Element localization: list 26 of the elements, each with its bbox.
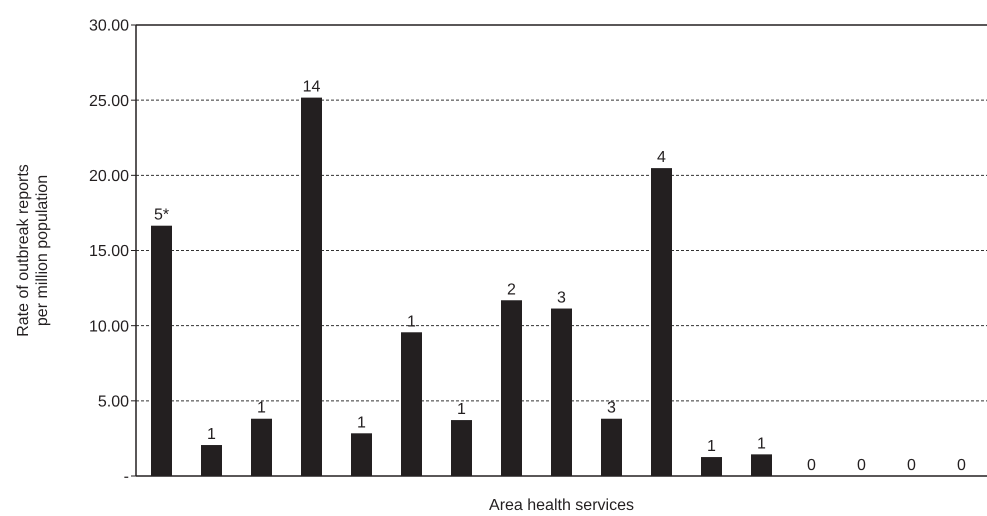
annotation: 0 — [957, 457, 966, 474]
x-axis-title: Area health services — [489, 497, 634, 514]
annotation: 14 — [302, 78, 320, 96]
annotation: 0 — [807, 457, 816, 474]
y-tick-label: 10.00 — [88, 318, 130, 336]
annotation: 3 — [607, 400, 616, 417]
annotation: 1 — [407, 313, 416, 330]
annotation: 5* — [154, 206, 170, 224]
y-axis-title: Rate of outbreak reports per million population — [15, 164, 52, 337]
annotation: 1 — [707, 438, 716, 456]
y-tick-label: 5.00 — [98, 393, 130, 410]
y-tick-label: 20.00 — [88, 168, 130, 185]
y-tick-label: 30.00 — [88, 18, 130, 35]
annotation: 1 — [457, 401, 466, 418]
annotation: 1 — [207, 426, 216, 444]
annotation: 1 — [357, 414, 366, 432]
annotation: 2 — [507, 281, 516, 298]
annotation: 1 — [257, 400, 266, 417]
annotation: 0 — [857, 457, 866, 474]
y-tick-label: 25.00 — [88, 92, 130, 110]
annotation: 3 — [557, 290, 566, 307]
y-tick-label: 15.00 — [88, 243, 130, 260]
annotation: 1 — [757, 435, 766, 452]
annotation: 4 — [657, 149, 666, 166]
y-tick-label: - — [124, 468, 129, 486]
annotation: 0 — [907, 457, 916, 474]
